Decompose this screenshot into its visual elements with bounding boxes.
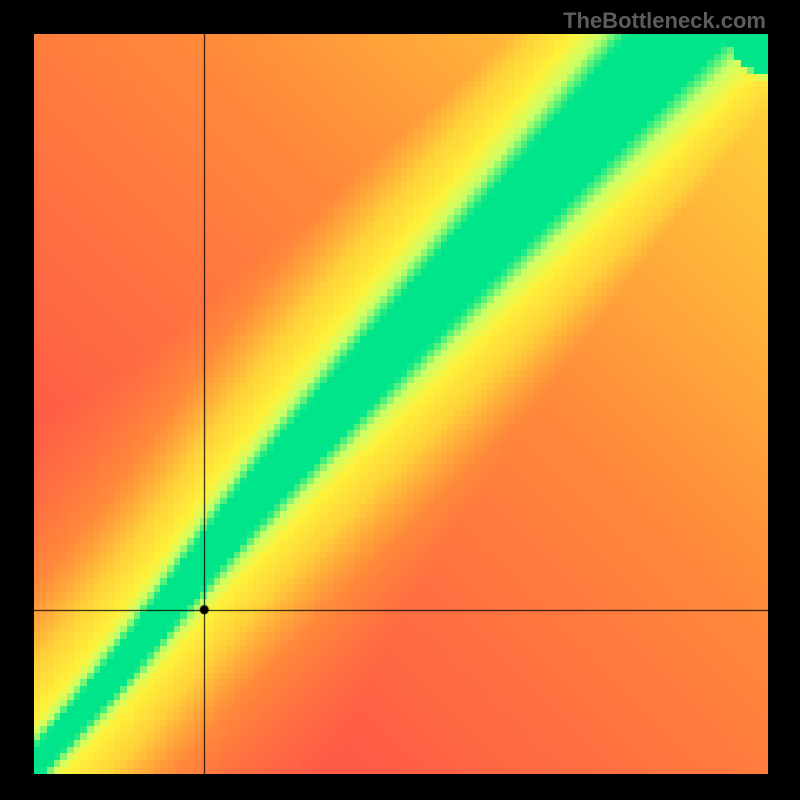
chart-container: TheBottleneck.com — [0, 0, 800, 800]
bottleneck-heatmap — [34, 34, 768, 774]
watermark-text: TheBottleneck.com — [563, 8, 766, 34]
